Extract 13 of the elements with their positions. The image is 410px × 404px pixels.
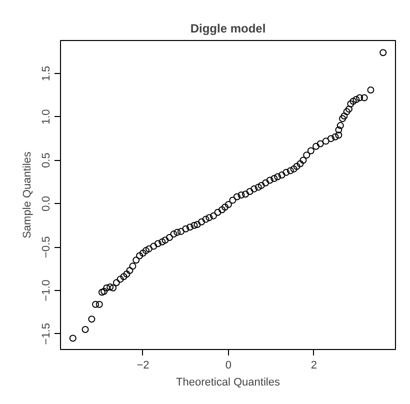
y-tick-label: −1.0 xyxy=(40,280,52,302)
y-tick-label: 0.0 xyxy=(40,196,52,212)
x-tick-label: −2 xyxy=(136,360,150,372)
x-tick-label: 0 xyxy=(225,360,232,372)
y-tick-label: −0.5 xyxy=(40,236,52,258)
y-tick-label: 1.0 xyxy=(40,109,52,125)
y-tick-label: 1.5 xyxy=(40,66,52,82)
y-axis-title: Sample Quantiles xyxy=(22,151,34,238)
y-tick-label: 0.5 xyxy=(40,152,52,168)
x-tick-label: 2 xyxy=(310,360,317,372)
y-tick-label: −1.5 xyxy=(40,323,52,345)
chart-title: Diggle model xyxy=(190,22,266,36)
x-axis-title: Theoretical Quantiles xyxy=(176,376,280,388)
